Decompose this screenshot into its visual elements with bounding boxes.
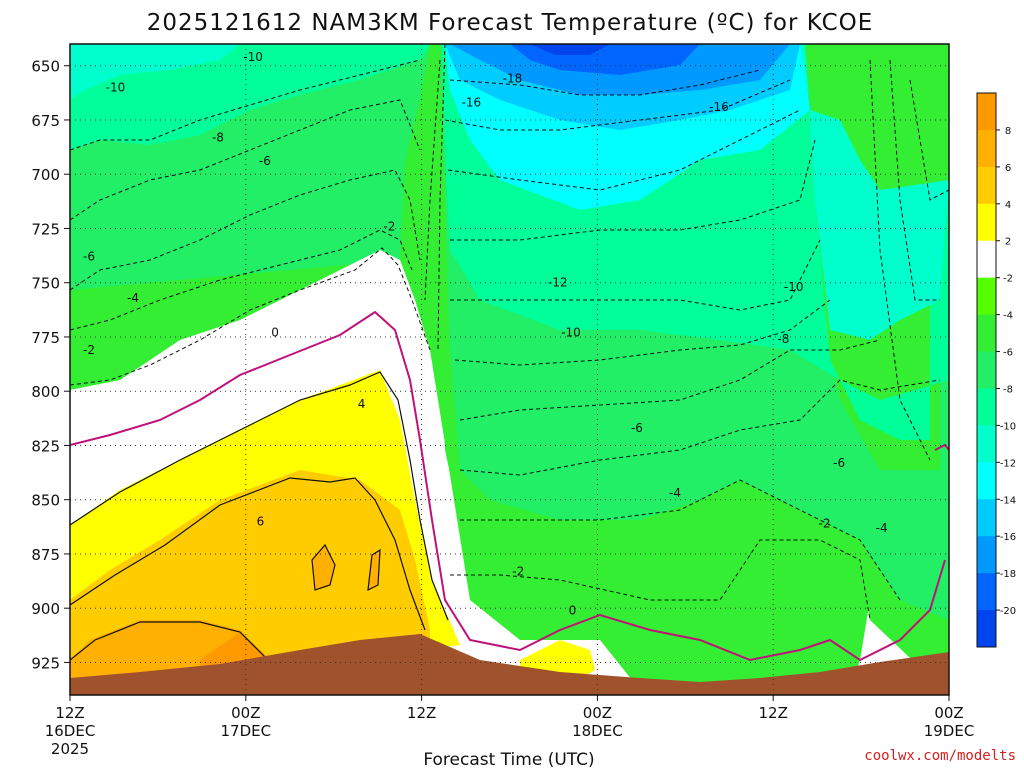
y-tick-label: 725 — [31, 220, 60, 238]
x-tick-date: 17DEC — [221, 722, 272, 740]
contour-labels: -10 -18 -10 -16 -16 -8 -6 -2 -6 -12 -10 -4 0 -10 -8 -2 4… — [83, 50, 888, 617]
y-tick-label: 875 — [31, 546, 60, 564]
contour-label: -2 — [383, 219, 395, 233]
legend-swatch — [977, 129, 996, 168]
y-tick-label: 650 — [31, 58, 60, 76]
y-tick-label: 900 — [31, 600, 60, 618]
contour-label: -10 — [561, 326, 581, 340]
contour-label: 0 — [569, 603, 577, 617]
y-tick-label: 925 — [31, 654, 60, 672]
color-legend: 8 6 4 2 -2 -4 -6 -8 -10 -12 -14 -16 -18 -20 — [976, 92, 1016, 648]
legend-label: -4 — [1003, 311, 1013, 322]
contour-label: -2 — [83, 343, 95, 357]
x-tick-label: 12Z — [759, 704, 788, 722]
legend-swatch — [977, 573, 996, 611]
x-axis-label: Forecast Time (UTC) — [423, 750, 594, 768]
legend-swatch — [977, 610, 996, 648]
legend-swatch — [977, 277, 996, 316]
legend-label: -12 — [1000, 458, 1016, 469]
contour-label: -10 — [106, 80, 126, 94]
x-tick-date: 19DEC — [924, 722, 975, 740]
contour-label: -6 — [833, 456, 845, 470]
plot-frame — [69, 43, 950, 696]
legend-frame — [976, 92, 997, 648]
legend-label: 4 — [1005, 200, 1011, 211]
contour-label: -8 — [212, 130, 224, 144]
legend-label: 6 — [1005, 163, 1011, 174]
y-tick-label: 850 — [31, 492, 60, 510]
contour-label: -10 — [243, 50, 263, 64]
contour-label: -12 — [548, 276, 568, 290]
legend-swatch — [977, 240, 996, 279]
contour-label: -4 — [669, 486, 681, 500]
x-tick-date: 18DEC — [572, 722, 623, 740]
legend-swatch — [977, 93, 996, 131]
legend-label: -16 — [1000, 532, 1016, 543]
legend-swatch — [977, 462, 996, 500]
legend-label: -18 — [1000, 569, 1016, 580]
y-axis: 650 675 700 725 750 775 800 825 850 875 900 925 — [31, 58, 70, 672]
legend-swatch — [977, 536, 996, 574]
legend-label: -10 — [1000, 421, 1016, 432]
contour-label: -2 — [512, 564, 524, 578]
legend-swatch — [977, 351, 996, 389]
contour-label: 4 — [358, 397, 366, 411]
legend-label: 2 — [1005, 237, 1011, 248]
chart-title: 2025121612 NAM3KM Forecast Temperature (… — [147, 10, 874, 36]
y-tick-label: 750 — [31, 275, 60, 293]
y-tick-label: 825 — [31, 437, 60, 455]
contour-label: -6 — [631, 421, 643, 435]
legend-swatch — [977, 388, 996, 426]
x-tick-label: 00Z — [231, 704, 260, 722]
legend-swatch — [977, 203, 996, 242]
x-tick-label: 12Z — [55, 704, 84, 722]
x-tick-year: 2025 — [51, 740, 89, 758]
legend-swatch — [977, 314, 996, 353]
y-tick-label: 800 — [31, 383, 60, 401]
grid — [70, 44, 949, 695]
contour-label: -10 — [784, 280, 804, 294]
contour-label: -4 — [876, 521, 888, 535]
legend-label: -2 — [1003, 274, 1013, 285]
legend-label: -20 — [1000, 606, 1016, 617]
legend-label: -6 — [1003, 348, 1013, 359]
x-tick-label: 12Z — [407, 704, 436, 722]
legend-swatch — [977, 166, 996, 205]
contour-label: -16 — [709, 100, 729, 114]
contour-label: -6 — [259, 154, 271, 168]
x-tick-label: 00Z — [583, 704, 612, 722]
legend-swatch — [977, 425, 996, 463]
source-credit: coolwx.com/modelts — [864, 748, 1016, 764]
contour-label: -4 — [127, 291, 139, 305]
x-tick-date: 16DEC — [45, 722, 96, 740]
legend-label: -14 — [1000, 495, 1016, 506]
contour-label: -8 — [777, 332, 789, 346]
legend-label: 8 — [1005, 126, 1011, 137]
contour-label: -16 — [462, 96, 482, 110]
y-tick-label: 675 — [31, 112, 60, 130]
legend-label: -8 — [1003, 384, 1013, 395]
contour-label: -2 — [818, 517, 830, 531]
contour-label: 6 — [257, 514, 265, 528]
y-tick-label: 700 — [31, 166, 60, 184]
x-tick-label: 00Z — [934, 704, 963, 722]
contour-label: 0 — [271, 326, 279, 340]
contour-label: -18 — [503, 72, 523, 86]
contour-label: -6 — [83, 250, 95, 264]
temperature-field — [70, 44, 949, 695]
y-tick-label: 775 — [31, 329, 60, 347]
legend-swatch — [977, 499, 996, 537]
